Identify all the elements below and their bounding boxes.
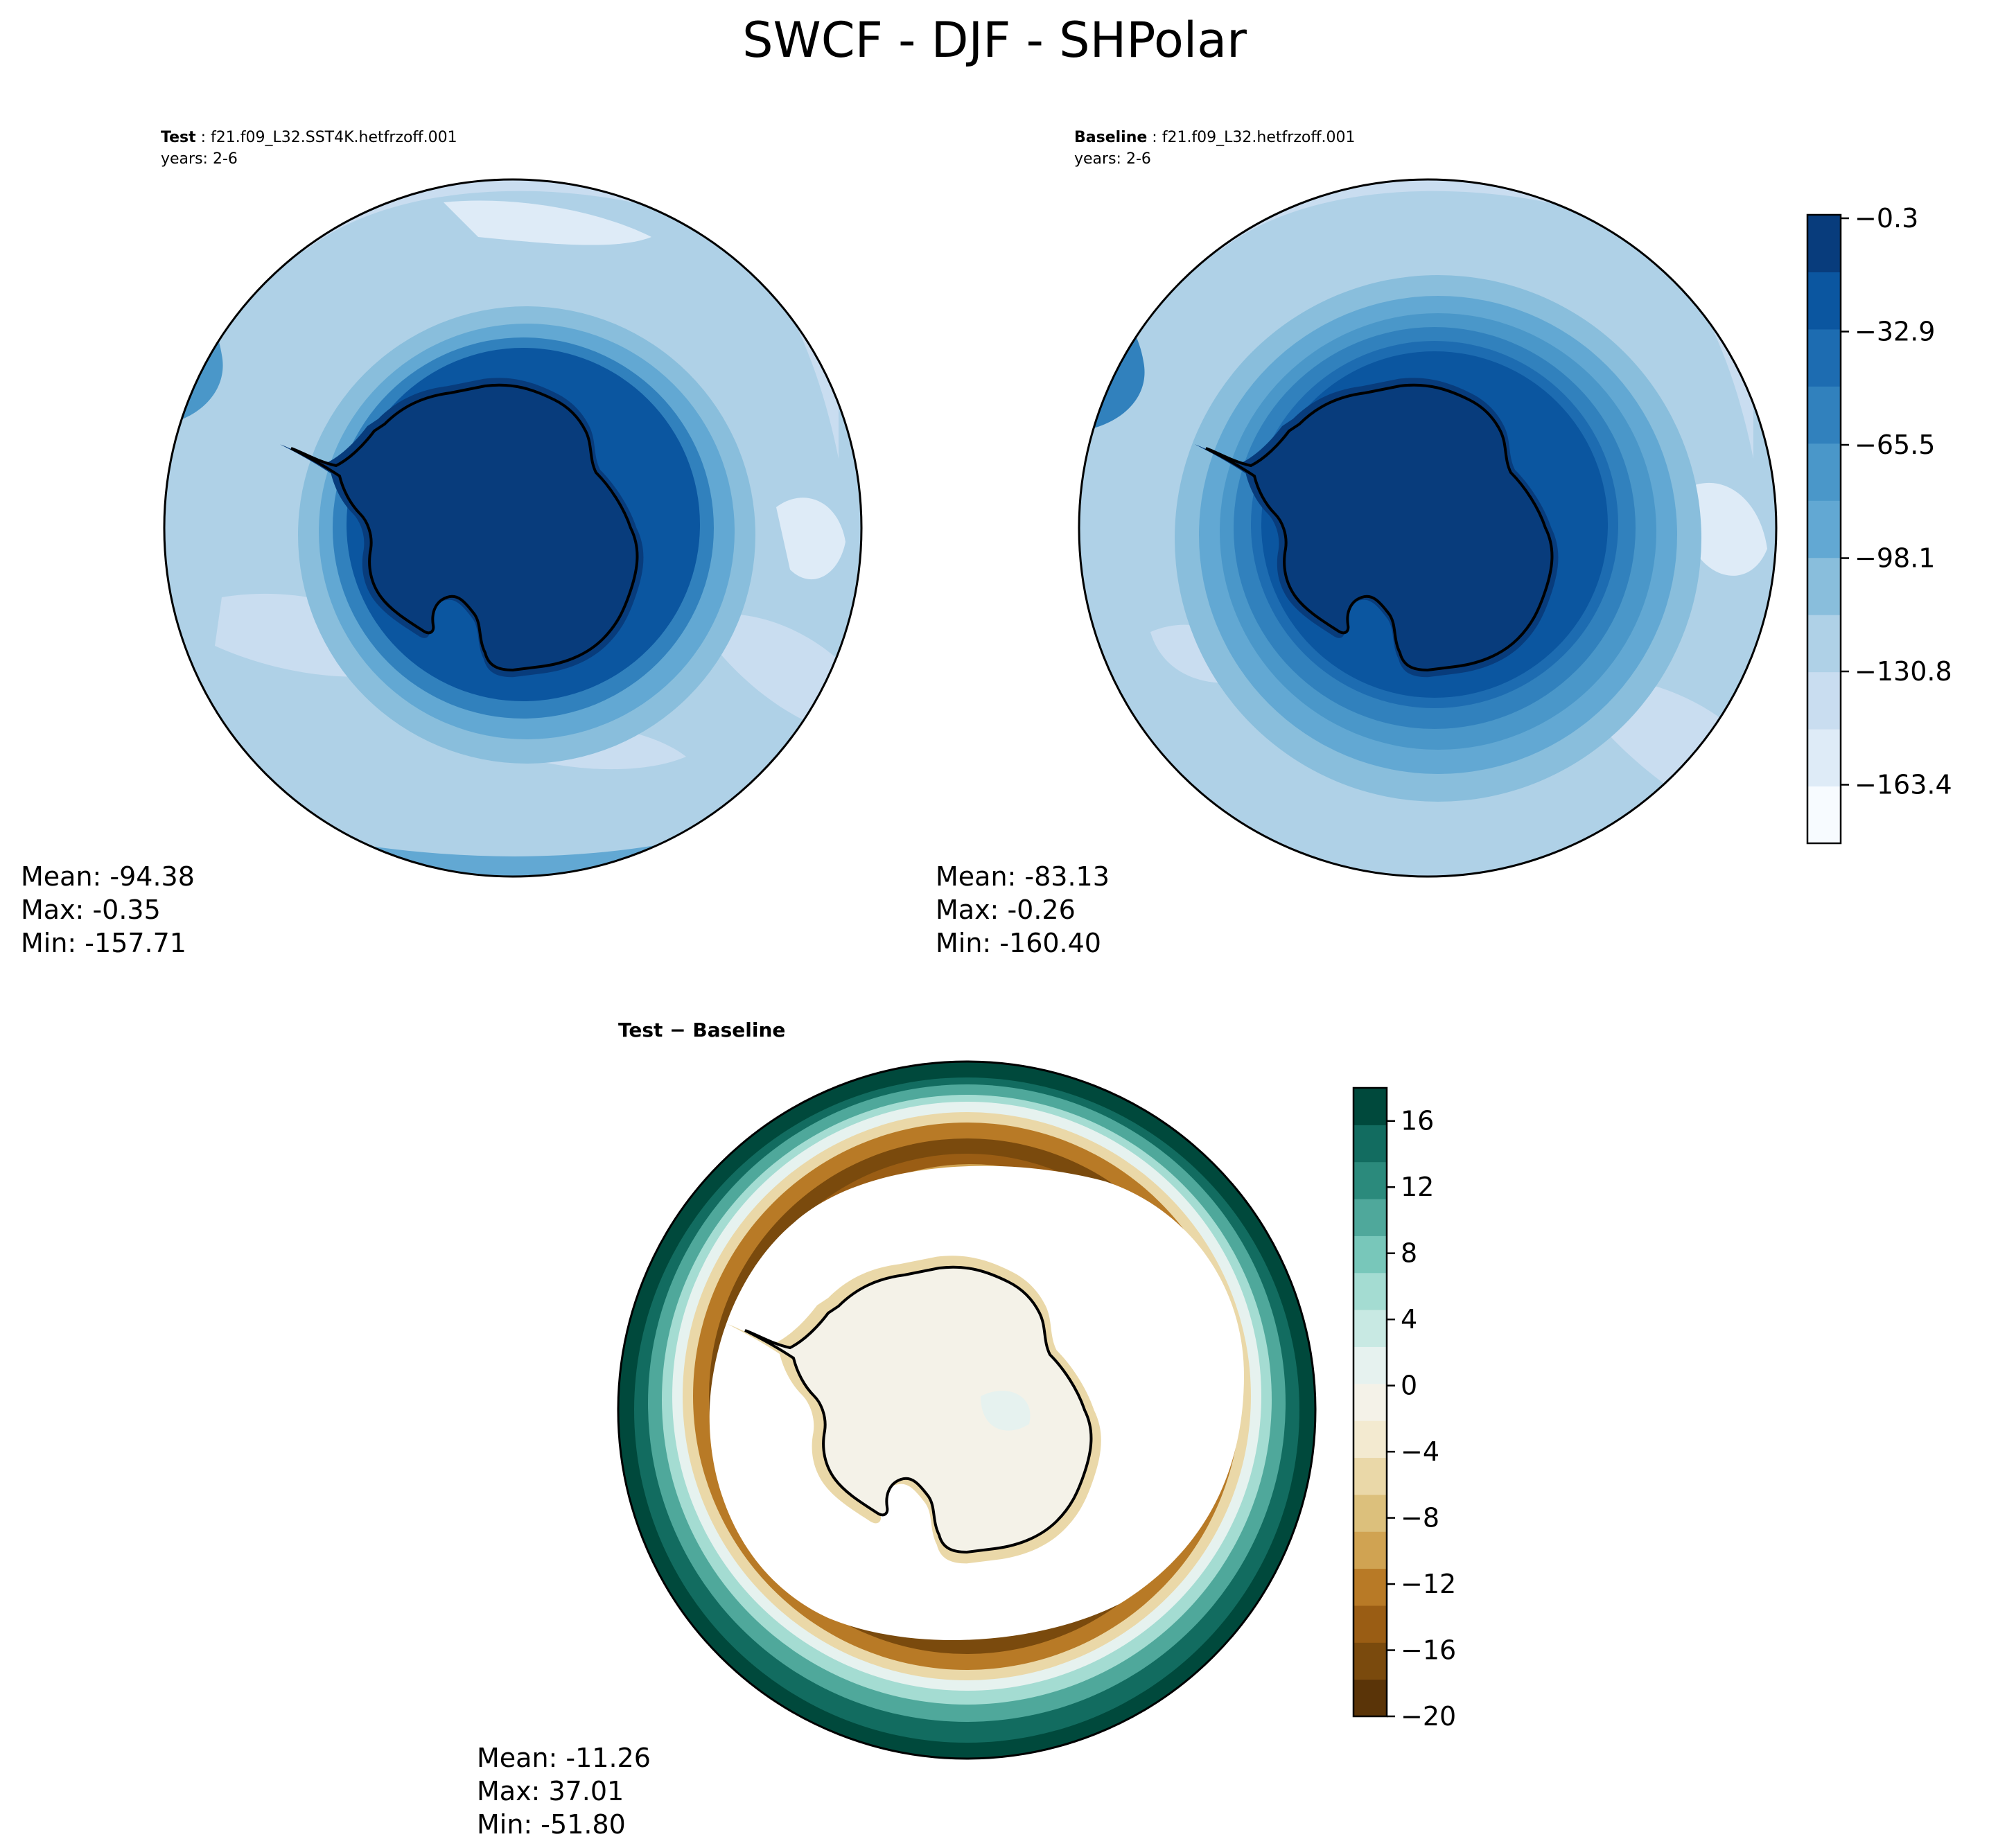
- brbg-tick-label-8: −16: [1401, 1635, 1456, 1666]
- blues-tick-label-2: −65.5: [1855, 430, 1935, 460]
- brbg-band-0: [1353, 1679, 1387, 1717]
- blues-band-4: [1807, 557, 1841, 615]
- baseline-years: years: 2-6: [1074, 150, 1151, 168]
- brbg-tick-label-2: 8: [1401, 1238, 1417, 1269]
- test-stat-mean: Mean: -94.38: [21, 861, 195, 892]
- brbg-band-11: [1353, 1272, 1387, 1310]
- brbg-colorbar: 16 12 8 4 0 −4 −8 −12 −16 −20: [1352, 1086, 1456, 1732]
- test-map: [164, 179, 861, 877]
- brbg-tick-label-0: 16: [1401, 1106, 1434, 1136]
- blues-band-8: [1807, 328, 1841, 387]
- baseline-map-border: [1078, 178, 1778, 878]
- blues-colorbar-bands: [1807, 215, 1841, 844]
- test-header-value: f21.f09_L32.SST4K.hetfrzoff.001: [211, 129, 457, 146]
- brbg-band-6: [1353, 1457, 1387, 1495]
- brbg-band-7: [1353, 1420, 1387, 1459]
- figure-title: SWCF - DJF - SHPolar: [742, 12, 1247, 69]
- brbg-colorbar-bands: [1353, 1088, 1387, 1717]
- blues-tick-label-5: −163.4: [1855, 770, 1952, 800]
- difference-map-border: [617, 1060, 1317, 1760]
- brbg-band-8: [1353, 1383, 1387, 1421]
- test-map-border: [163, 178, 863, 878]
- brbg-tick-label-4: 0: [1401, 1371, 1417, 1401]
- brbg-band-4: [1353, 1531, 1387, 1569]
- brbg-band-9: [1353, 1346, 1387, 1384]
- test-stat-min: Min: -157.71: [21, 928, 186, 958]
- difference-stat-min: Min: -51.80: [477, 1809, 626, 1840]
- blues-tick-label-3: −98.1: [1855, 543, 1935, 574]
- brbg-band-5: [1353, 1494, 1387, 1532]
- blues-band-10: [1807, 215, 1841, 272]
- blues-band-3: [1807, 615, 1841, 673]
- brbg-tick-label-1: 12: [1401, 1172, 1434, 1202]
- brbg-band-15: [1353, 1125, 1387, 1163]
- brbg-band-2: [1353, 1605, 1387, 1643]
- baseline-header-label: Baseline: [1074, 129, 1147, 146]
- difference-panel: Test − Baseline: [477, 1019, 1317, 1840]
- brbg-band-1: [1353, 1642, 1387, 1680]
- difference-header: Test − Baseline: [618, 1019, 785, 1041]
- blues-colorbar: −0.3 −32.9 −65.5 −98.1 −130.8 −163.4: [1806, 203, 1952, 845]
- brbg-band-13: [1353, 1199, 1387, 1236]
- blues-colorbar-frame: [1806, 213, 1842, 845]
- baseline-header: Baseline : f21.f09_L32.hetfrzoff.001: [1074, 129, 1355, 146]
- brbg-tick-label-6: −8: [1401, 1503, 1439, 1533]
- test-panel: Test : f21.f09_L32.SST4K.hetfrzoff.001 y…: [21, 129, 863, 958]
- difference-stat-max: Max: 37.01: [477, 1776, 624, 1806]
- blues-band-0: [1807, 786, 1841, 844]
- brbg-band-12: [1353, 1235, 1387, 1274]
- brbg-colorbar-ticks: 16 12 8 4 0 −4 −8 −12 −16 −20: [1387, 1106, 1456, 1732]
- baseline-stat-min: Min: -160.40: [936, 928, 1101, 958]
- baseline-header-sep: :: [1147, 129, 1162, 146]
- test-stat-max: Max: -0.35: [21, 895, 161, 925]
- test-header: Test : f21.f09_L32.SST4K.hetfrzoff.001: [161, 129, 457, 146]
- brbg-band-14: [1353, 1161, 1387, 1199]
- brbg-colorbar-frame: [1352, 1086, 1388, 1718]
- brbg-band-10: [1353, 1310, 1387, 1347]
- blues-band-2: [1807, 671, 1841, 730]
- test-header-sep: :: [196, 129, 211, 146]
- baseline-header-value: f21.f09_L32.hetfrzoff.001: [1162, 129, 1356, 146]
- test-years: years: 2-6: [161, 150, 238, 168]
- test-header-label: Test: [161, 129, 196, 146]
- brbg-tick-label-5: −4: [1401, 1436, 1439, 1467]
- blues-band-5: [1807, 500, 1841, 558]
- brbg-tick-label-3: 4: [1401, 1304, 1417, 1335]
- difference-map: [618, 1062, 1315, 1759]
- baseline-panel: Baseline : f21.f09_L32.hetfrzoff.001 yea…: [936, 129, 1778, 958]
- blues-band-7: [1807, 386, 1841, 444]
- baseline-map: [1079, 179, 1776, 877]
- blues-tick-label-1: −32.9: [1855, 317, 1935, 347]
- blues-band-9: [1807, 272, 1841, 330]
- brbg-band-16: [1353, 1088, 1387, 1125]
- brbg-band-3: [1353, 1568, 1387, 1606]
- blues-band-1: [1807, 729, 1841, 787]
- brbg-tick-label-7: −12: [1401, 1569, 1456, 1599]
- baseline-stat-max: Max: -0.26: [936, 895, 1076, 925]
- blues-tick-label-0: −0.3: [1855, 203, 1918, 234]
- difference-stat-mean: Mean: -11.26: [477, 1743, 651, 1773]
- brbg-tick-label-9: −20: [1401, 1701, 1456, 1732]
- blues-band-6: [1807, 443, 1841, 501]
- blues-colorbar-ticks: −0.3 −32.9 −65.5 −98.1 −130.8 −163.4: [1841, 203, 1952, 800]
- blues-tick-label-4: −130.8: [1855, 656, 1952, 687]
- baseline-stat-mean: Mean: -83.13: [936, 861, 1110, 892]
